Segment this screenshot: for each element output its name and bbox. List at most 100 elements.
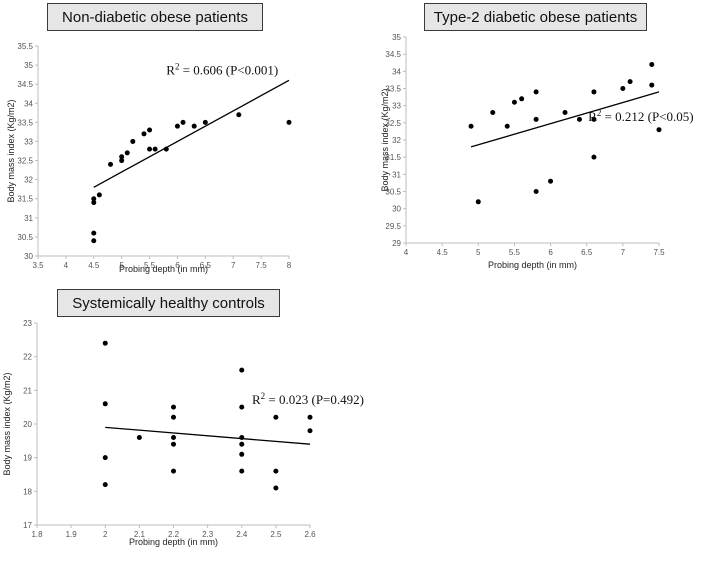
data-point — [119, 158, 125, 164]
y-tick-label: 32.5 — [17, 157, 33, 166]
y-tick-label: 33.5 — [17, 118, 33, 127]
data-point — [548, 178, 554, 184]
data-point — [147, 146, 153, 152]
y-tick-label: 34.5 — [17, 80, 33, 89]
x-tick-label: 2.4 — [236, 530, 248, 539]
r-squared-annotation: R2 = 0.212 (P<0.05) — [588, 108, 693, 124]
data-point — [627, 79, 633, 85]
data-point — [239, 404, 245, 410]
data-point — [171, 441, 176, 447]
r-squared-annotation: R2 = 0.606 (P<0.001) — [166, 62, 278, 78]
y-tick-label: 34 — [24, 99, 33, 108]
data-point — [620, 86, 626, 91]
x-axis-label: Probing depth (in mm) — [119, 264, 208, 274]
y-tick-label: 30.5 — [385, 188, 401, 197]
y-tick-label: 17 — [23, 521, 32, 530]
data-point — [141, 131, 147, 137]
data-point — [236, 112, 242, 118]
data-point — [273, 485, 279, 491]
data-point — [91, 196, 97, 202]
data-point — [239, 441, 245, 447]
r-squared-symbol: R — [166, 63, 175, 78]
y-tick-label: 30 — [392, 205, 401, 214]
data-point — [91, 238, 97, 244]
y-tick-label: 23 — [23, 319, 32, 328]
data-point — [533, 116, 539, 122]
x-tick-label: 4 — [404, 248, 409, 257]
r-squared-superscript: 2 — [175, 62, 180, 72]
x-axis-label: Probing depth (in mm) — [488, 260, 577, 270]
x-tick-label: 2.2 — [168, 530, 180, 539]
x-tick-label: 6.5 — [200, 261, 212, 270]
data-point — [591, 89, 597, 95]
x-tick-label: 5.5 — [509, 248, 521, 257]
r-squared-symbol: R — [588, 109, 597, 124]
x-tick-label: 4 — [64, 261, 69, 270]
data-point — [102, 401, 108, 407]
data-point — [202, 119, 208, 125]
r-squared-superscript: 2 — [597, 108, 602, 118]
trendline — [105, 426, 311, 445]
data-point — [108, 161, 114, 167]
data-point — [91, 200, 97, 206]
data-point — [562, 110, 568, 116]
x-tick-label: 8 — [287, 261, 292, 270]
x-tick-label: 7.5 — [256, 261, 268, 270]
x-tick-label: 2 — [103, 530, 108, 539]
data-point — [239, 451, 245, 457]
data-point — [171, 404, 176, 410]
chart-title-type2-diabetic: Type-2 diabetic obese patients — [424, 3, 647, 31]
y-tick-label: 19 — [23, 454, 32, 463]
y-tick-label: 32 — [392, 136, 401, 145]
data-point — [171, 468, 176, 474]
y-tick-label: 33 — [392, 102, 401, 111]
data-point — [191, 123, 197, 129]
data-point — [649, 82, 655, 88]
r-squared-superscript: 2 — [261, 391, 266, 401]
x-tick-label: 2.3 — [202, 530, 214, 539]
data-point — [533, 89, 539, 95]
data-point — [490, 110, 496, 116]
x-tick-label: 7.5 — [653, 248, 665, 257]
y-tick-label: 29 — [392, 239, 401, 248]
y-tick-label: 34 — [392, 67, 401, 76]
y-axis-label: Body mass index (Kg/m2) — [6, 99, 16, 202]
data-point — [475, 199, 481, 205]
r-squared-symbol: R — [252, 392, 261, 407]
data-point — [504, 123, 510, 129]
data-point — [649, 61, 655, 67]
x-tick-label: 7 — [621, 248, 626, 257]
y-tick-label: 21 — [23, 386, 32, 395]
x-tick-label: 2.1 — [134, 530, 146, 539]
r-squared-annotation: R2 = 0.023 (P=0.492) — [252, 391, 364, 407]
data-point — [96, 192, 102, 198]
y-tick-label: 30.5 — [17, 233, 33, 242]
x-tick-label: 3.5 — [32, 261, 44, 270]
trendline — [93, 79, 290, 188]
data-point — [519, 96, 525, 102]
data-point — [152, 146, 158, 152]
data-point — [273, 468, 279, 474]
data-point — [533, 189, 539, 194]
data-point — [102, 455, 108, 461]
x-tick-label: 6 — [175, 261, 180, 270]
data-point — [286, 119, 292, 125]
data-point — [307, 428, 313, 434]
chart-title-healthy-controls: Systemically healthy controls — [57, 289, 280, 317]
y-tick-label: 32 — [24, 176, 33, 185]
data-point — [91, 230, 97, 236]
x-tick-label: 6 — [548, 248, 553, 257]
data-point — [174, 123, 180, 129]
data-point — [136, 434, 142, 440]
data-point — [119, 154, 125, 160]
x-tick-label: 7 — [231, 261, 236, 270]
x-axis-label: Probing depth (in mm) — [129, 537, 218, 547]
data-point — [591, 154, 597, 160]
y-tick-label: 34.5 — [385, 50, 401, 59]
data-point — [171, 434, 176, 440]
y-axis-label: Body mass index (Kg/m2) — [2, 372, 12, 475]
data-point — [273, 414, 279, 420]
x-tick-label: 5 — [476, 248, 481, 257]
data-point — [147, 127, 153, 133]
